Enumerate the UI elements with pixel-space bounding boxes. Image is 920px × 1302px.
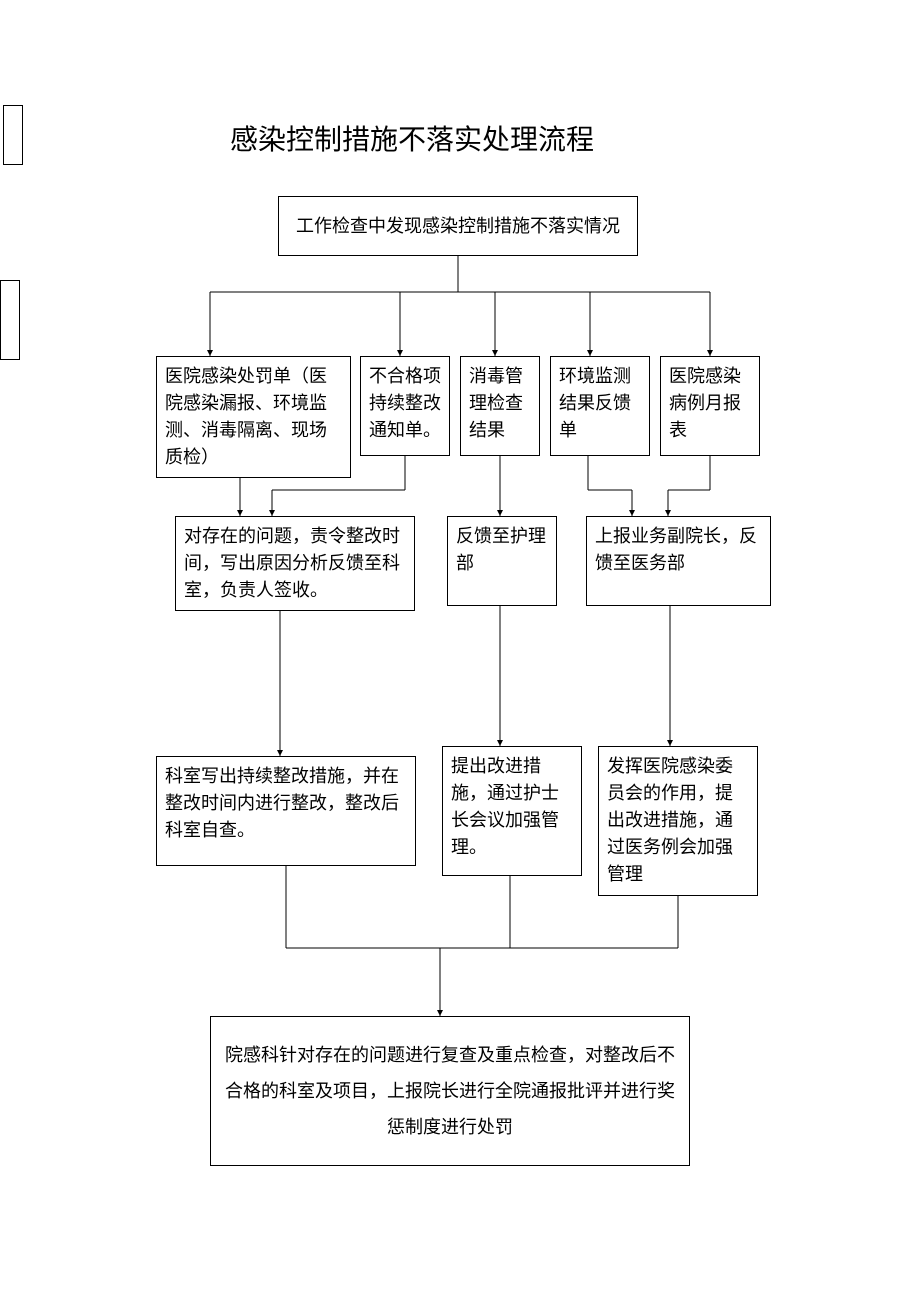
node-r3-nurse-mtg: 提出改进措施，通过护士长会议加强管理。	[442, 746, 582, 876]
page-title: 感染控制措施不落实处理流程	[230, 118, 594, 158]
node-r1-env: 环境监测结果反馈单	[550, 356, 650, 456]
side-stub-2	[0, 280, 20, 360]
node-r1-penalty: 医院感染处罚单（医院感染漏报、环境监测、消毒隔离、现场质检）	[156, 356, 351, 478]
node-top: 工作检查中发现感染控制措施不落实情况	[278, 196, 638, 256]
node-r2-nursing: 反馈至护理部	[447, 516, 557, 606]
node-r1-monthly: 医院感染病例月报表	[660, 356, 760, 456]
side-stub-1	[3, 105, 23, 165]
node-r3-selfcheck: 科室写出持续整改措施，并在整改时间内进行整改，整改后科室自查。	[156, 756, 416, 866]
node-r1-notice: 不合格项持续整改通知单。	[360, 356, 450, 456]
node-r2-report: 上报业务副院长，反馈至医务部	[586, 516, 771, 606]
node-r1-disinfect: 消毒管理检查结果	[460, 356, 540, 456]
node-r3-committee: 发挥医院感染委员会的作用，提出改进措施，通过医务例会加强管理	[598, 746, 758, 896]
node-final: 院感科针对存在的问题进行复查及重点检查，对整改后不合格的科室及项目，上报院长进行…	[210, 1016, 690, 1166]
node-r2-rectify: 对存在的问题，责令整改时间，写出原因分析反馈至科室，负责人签收。	[175, 516, 415, 611]
